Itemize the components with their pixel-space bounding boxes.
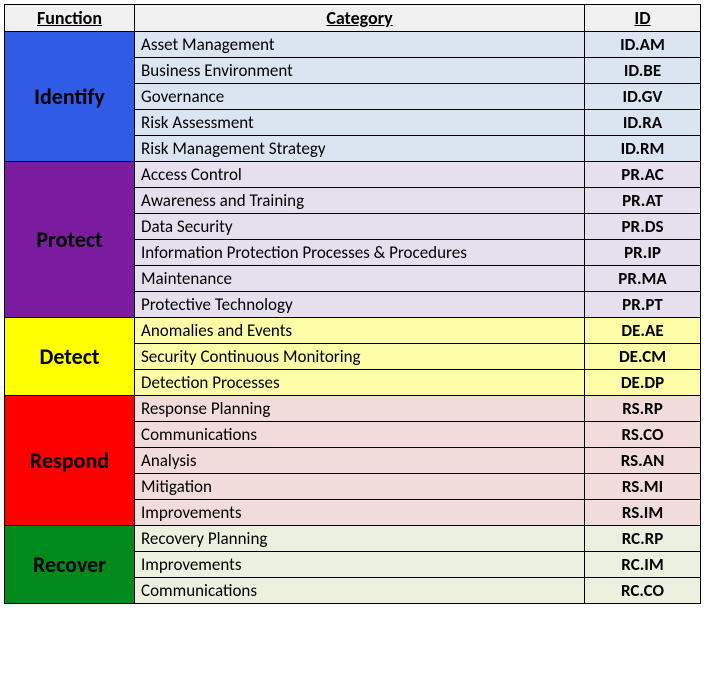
- category-cell: Improvements: [135, 500, 585, 526]
- category-cell: Risk Management Strategy: [135, 136, 585, 162]
- function-cell: Protect: [5, 162, 135, 318]
- category-cell: Improvements: [135, 552, 585, 578]
- category-cell: Security Continuous Monitoring: [135, 344, 585, 370]
- header-id: ID: [585, 5, 701, 32]
- id-cell: RS.CO: [585, 422, 701, 448]
- category-cell: Response Planning: [135, 396, 585, 422]
- id-cell: RC.CO: [585, 578, 701, 604]
- id-cell: DE.CM: [585, 344, 701, 370]
- category-cell: Recovery Planning: [135, 526, 585, 552]
- id-cell: ID.GV: [585, 84, 701, 110]
- function-cell: Identify: [5, 32, 135, 162]
- id-cell: ID.RA: [585, 110, 701, 136]
- id-cell: RS.MI: [585, 474, 701, 500]
- table-row: RespondResponse PlanningRS.RP: [5, 396, 701, 422]
- id-cell: DE.DP: [585, 370, 701, 396]
- id-cell: RS.RP: [585, 396, 701, 422]
- id-cell: RC.RP: [585, 526, 701, 552]
- table-row: RecoverRecovery PlanningRC.RP: [5, 526, 701, 552]
- category-cell: Anomalies and Events: [135, 318, 585, 344]
- id-cell: DE.AE: [585, 318, 701, 344]
- category-cell: Asset Management: [135, 32, 585, 58]
- category-cell: Governance: [135, 84, 585, 110]
- header-row: Function Category ID: [5, 5, 701, 32]
- id-cell: PR.AT: [585, 188, 701, 214]
- category-cell: Communications: [135, 422, 585, 448]
- nist-csf-table: Function Category ID IdentifyAsset Manag…: [4, 4, 701, 604]
- category-cell: Information Protection Processes & Proce…: [135, 240, 585, 266]
- header-category: Category: [135, 5, 585, 32]
- id-cell: RC.IM: [585, 552, 701, 578]
- header-function: Function: [5, 5, 135, 32]
- id-cell: PR.IP: [585, 240, 701, 266]
- category-cell: Awareness and Training: [135, 188, 585, 214]
- category-cell: Maintenance: [135, 266, 585, 292]
- id-cell: PR.MA: [585, 266, 701, 292]
- table-row: ProtectAccess ControlPR.AC: [5, 162, 701, 188]
- id-cell: RS.AN: [585, 448, 701, 474]
- category-cell: Communications: [135, 578, 585, 604]
- table-row: IdentifyAsset ManagementID.AM: [5, 32, 701, 58]
- id-cell: PR.DS: [585, 214, 701, 240]
- category-cell: Access Control: [135, 162, 585, 188]
- function-cell: Recover: [5, 526, 135, 604]
- id-cell: PR.PT: [585, 292, 701, 318]
- category-cell: Detection Processes: [135, 370, 585, 396]
- id-cell: PR.AC: [585, 162, 701, 188]
- category-cell: Mitigation: [135, 474, 585, 500]
- category-cell: Risk Assessment: [135, 110, 585, 136]
- category-cell: Business Environment: [135, 58, 585, 84]
- category-cell: Data Security: [135, 214, 585, 240]
- id-cell: ID.RM: [585, 136, 701, 162]
- category-cell: Protective Technology: [135, 292, 585, 318]
- function-cell: Detect: [5, 318, 135, 396]
- category-cell: Analysis: [135, 448, 585, 474]
- table-row: DetectAnomalies and EventsDE.AE: [5, 318, 701, 344]
- id-cell: ID.BE: [585, 58, 701, 84]
- id-cell: RS.IM: [585, 500, 701, 526]
- function-cell: Respond: [5, 396, 135, 526]
- id-cell: ID.AM: [585, 32, 701, 58]
